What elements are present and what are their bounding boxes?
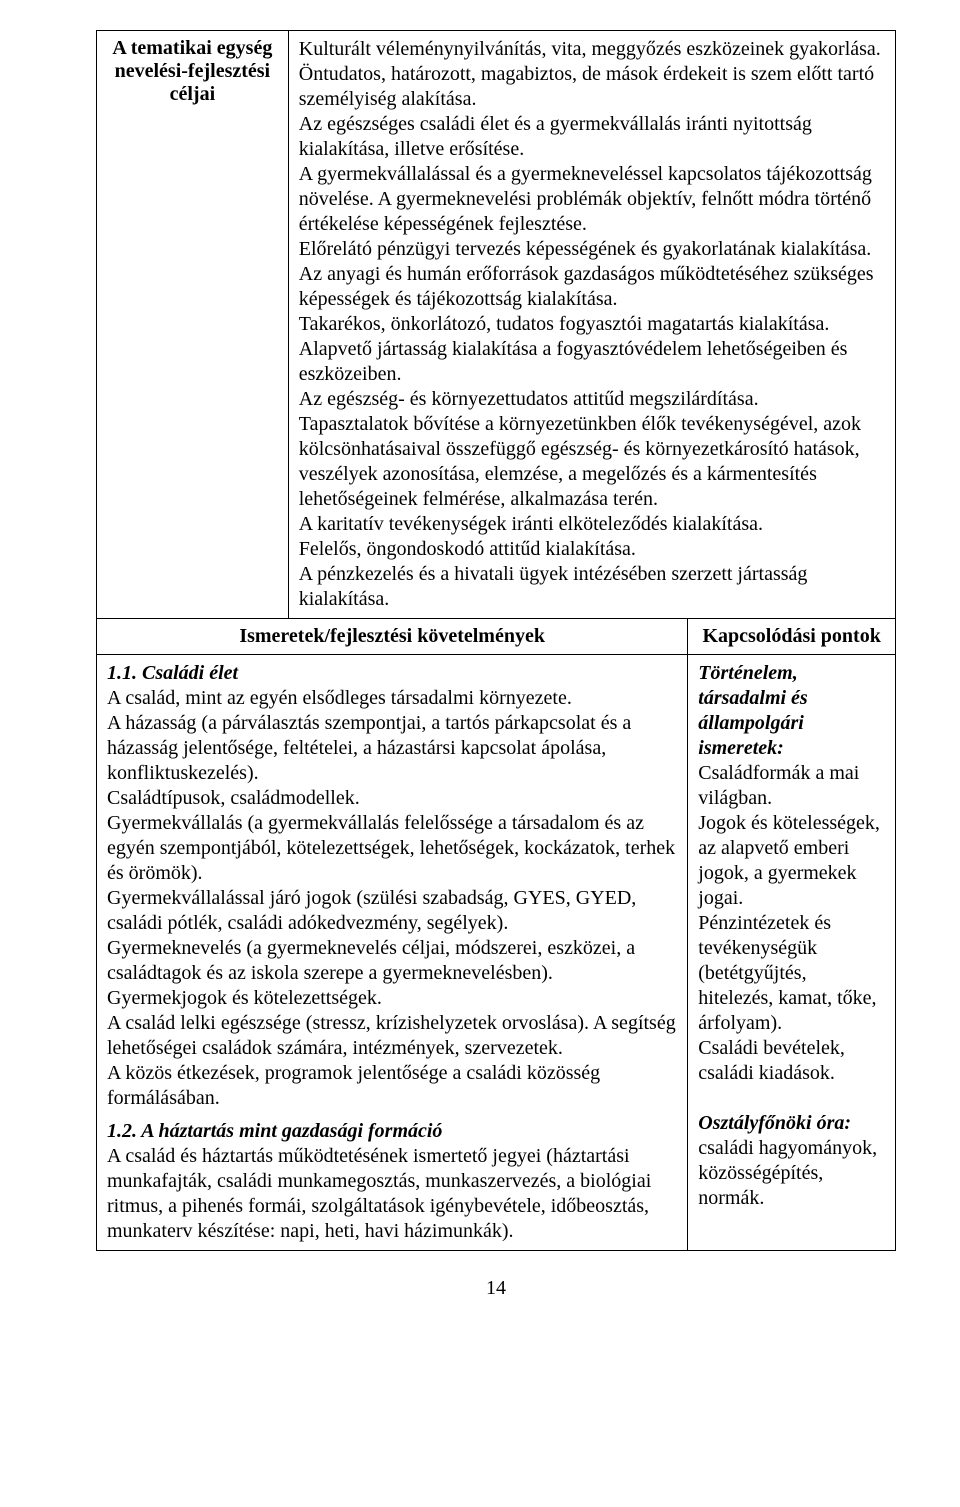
section-1-2-cell: 1.2. A háztartás mint gazdasági formáció… xyxy=(97,1115,688,1251)
section-1-1-body: A család, mint az egyén elsődleges társa… xyxy=(107,687,676,1109)
page-number: 14 xyxy=(96,1277,896,1300)
connections-topic-2-body: családi hagyományok, közösségépítés, nor… xyxy=(698,1137,877,1209)
connections-topic-1-title: Történelem, társadalmi és állampolgári i… xyxy=(698,662,807,759)
table-row: Ismeretek/fejlesztési követelmények Kapc… xyxy=(97,619,896,655)
table-row: 1.1. Családi élet A család, mint az egyé… xyxy=(97,655,896,1116)
connections-topic-1-body: Családformák a mai világban.Jogok és köt… xyxy=(698,762,880,1084)
requirements-header: Ismeretek/fejlesztési követelmények xyxy=(97,619,688,655)
left-label-cell: A tematikai egység nevelési-fejlesztési … xyxy=(97,31,289,619)
section-1-1-cell: 1.1. Családi élet A család, mint az egyé… xyxy=(97,655,688,1116)
section-1-1-title: 1.1. Családi élet xyxy=(107,662,238,684)
connections-header: Kapcsolódási pontok xyxy=(688,619,896,655)
connections-cell: Történelem, társadalmi és állampolgári i… xyxy=(688,655,896,1251)
section-1-2-title: 1.2. A háztartás mint gazdasági formáció xyxy=(107,1120,442,1142)
section-1-2-body: A család és háztartás működtetésének ism… xyxy=(107,1145,651,1242)
section-1-1-content: 1.1. Családi élet A család, mint az egyé… xyxy=(107,661,677,1111)
goals-content-cell: Kulturált véleménynyilvánítás, vita, meg… xyxy=(288,31,895,619)
goals-text: Kulturált véleménynyilvánítás, vita, meg… xyxy=(299,37,885,612)
connections-header-label: Kapcsolódási pontok xyxy=(702,625,880,647)
connections-content: Történelem, társadalmi és állampolgári i… xyxy=(698,661,885,1211)
connections-topic-2-title: Osztályfőnöki óra: xyxy=(698,1112,851,1134)
table-row: A tematikai egység nevelési-fejlesztési … xyxy=(97,31,896,619)
main-table: A tematikai egység nevelési-fejlesztési … xyxy=(96,30,896,1251)
page: A tematikai egység nevelési-fejlesztési … xyxy=(0,0,960,1320)
section-1-2-content: 1.2. A háztartás mint gazdasági formáció… xyxy=(107,1119,677,1244)
requirements-header-label: Ismeretek/fejlesztési követelmények xyxy=(239,625,545,647)
thematic-unit-label: A tematikai egység nevelési-fejlesztési … xyxy=(112,37,272,105)
